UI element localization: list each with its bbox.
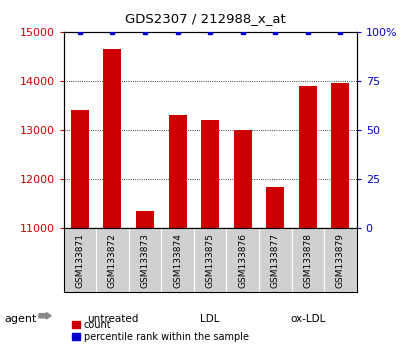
Text: LDL: LDL <box>200 314 219 324</box>
Text: GSM133876: GSM133876 <box>238 233 247 289</box>
Text: GSM133872: GSM133872 <box>108 233 117 288</box>
Text: GSM133871: GSM133871 <box>75 233 84 289</box>
Text: GSM133873: GSM133873 <box>140 233 149 289</box>
Bar <box>330 84 348 228</box>
Text: agent: agent <box>4 314 36 324</box>
Text: GSM133874: GSM133874 <box>173 233 182 288</box>
Text: GDS2307 / 212988_x_at: GDS2307 / 212988_x_at <box>124 12 285 25</box>
Text: ox-LDL: ox-LDL <box>290 314 325 324</box>
Text: untreated: untreated <box>87 314 138 324</box>
Bar <box>71 110 89 228</box>
Bar <box>168 115 186 228</box>
Bar <box>266 187 283 228</box>
Text: GSM133875: GSM133875 <box>205 233 214 289</box>
Text: GSM133877: GSM133877 <box>270 233 279 289</box>
Bar <box>136 211 153 228</box>
Text: GSM133879: GSM133879 <box>335 233 344 289</box>
Bar <box>233 130 251 228</box>
Bar <box>103 49 121 228</box>
Legend: count, percentile rank within the sample: count, percentile rank within the sample <box>68 316 252 346</box>
Text: GSM133878: GSM133878 <box>303 233 312 289</box>
Bar <box>201 120 218 228</box>
Bar <box>298 86 316 228</box>
